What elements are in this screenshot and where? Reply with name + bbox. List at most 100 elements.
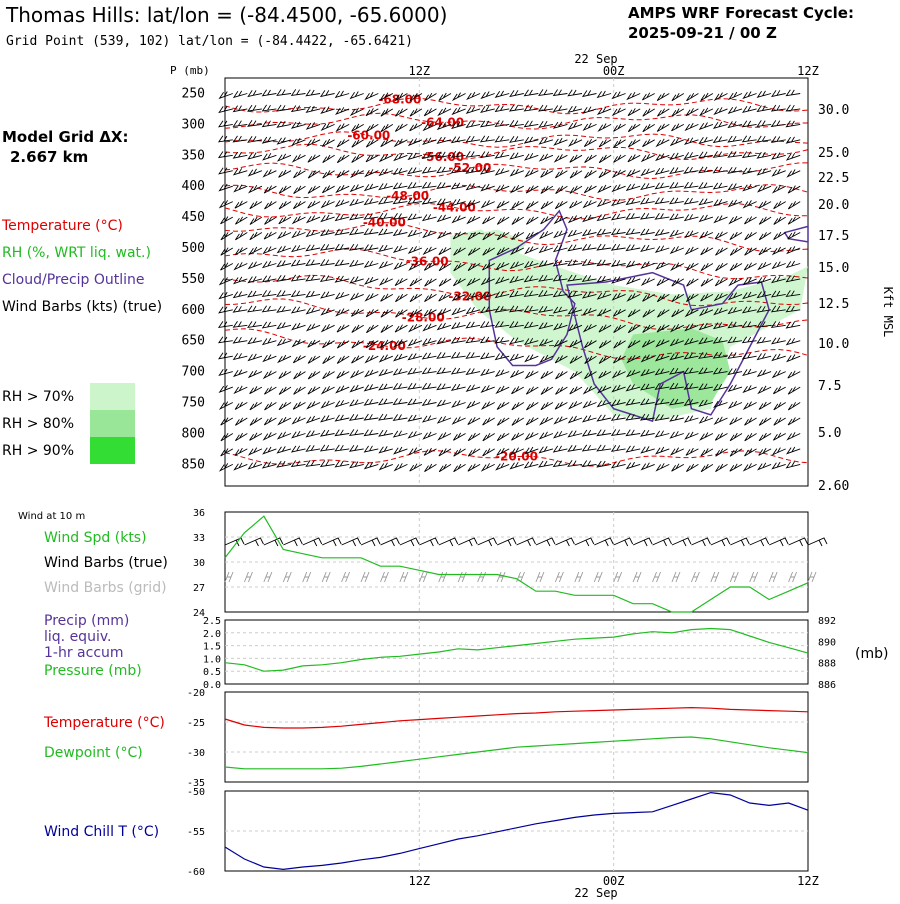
wind-barb — [247, 353, 263, 362]
wind-barb — [640, 153, 655, 163]
isotherm-line — [224, 203, 809, 220]
wind-barb — [742, 91, 757, 100]
wind-barb — [756, 168, 772, 176]
wind-barb — [261, 260, 277, 269]
wind-barb — [421, 399, 437, 406]
wind-barb — [669, 138, 684, 147]
wind-barb — [293, 371, 306, 380]
wind-barb — [610, 213, 626, 221]
wind-barb — [293, 185, 306, 194]
wind-barb — [451, 215, 466, 224]
isotherm-line — [224, 97, 809, 115]
wind-barb — [669, 367, 684, 375]
wind-barb — [351, 154, 364, 163]
wind-barb — [611, 198, 626, 207]
wind-barb — [742, 385, 757, 394]
wind-barb — [742, 277, 757, 286]
wind-barb — [712, 322, 728, 330]
wind-barb-grid — [710, 571, 720, 583]
wind-barb — [233, 262, 248, 271]
chill-tick-label: -55 — [187, 827, 205, 838]
wind-barb — [555, 185, 568, 194]
wind-barb — [290, 460, 306, 468]
wind-barb — [322, 355, 335, 364]
wind-barb — [421, 152, 437, 160]
pressure-tick-label: 450 — [182, 210, 205, 225]
wind-barb — [742, 463, 757, 472]
wind-barb-grid — [652, 571, 661, 583]
wind-barb — [523, 275, 539, 283]
wind-barb — [424, 463, 437, 472]
wind-barb — [770, 136, 786, 144]
wind-barb — [741, 306, 757, 314]
wind-barb — [378, 462, 393, 471]
wind-barb — [220, 448, 234, 457]
wind-barb — [758, 200, 772, 209]
wind-barb — [336, 340, 350, 349]
wind-barb — [508, 305, 524, 313]
wind-barb — [613, 154, 626, 163]
wind-barb — [482, 262, 495, 271]
wind-barb — [511, 231, 525, 241]
kft-tick-label: 30.0 — [818, 103, 849, 118]
wind-barb — [698, 198, 714, 206]
wind-barb — [756, 90, 772, 98]
wind-barb — [220, 216, 234, 225]
wind-barb — [407, 382, 422, 390]
wind-barb — [392, 212, 408, 220]
wind-barb — [610, 399, 626, 407]
wind-barb — [450, 166, 466, 174]
wind-barb-true — [671, 537, 692, 547]
wind-barb — [438, 278, 452, 287]
temperature-line — [224, 706, 809, 729]
wind-barb — [261, 120, 277, 128]
wind-barb — [351, 324, 364, 333]
isotherm-line — [224, 248, 809, 280]
wind-barb — [728, 215, 743, 225]
wind-barb — [727, 106, 743, 115]
wind-barb — [380, 139, 394, 148]
wind-barb-true — [244, 537, 264, 547]
wind-barb — [715, 448, 728, 457]
wind-barb — [640, 383, 655, 391]
wind-barb — [393, 138, 408, 148]
wind-barb — [567, 307, 583, 315]
wind-barb-grid — [321, 571, 331, 583]
wind-barb — [451, 107, 466, 116]
wind-barb — [683, 337, 699, 346]
wind-barb — [378, 398, 393, 406]
kft-tick-label: 22.5 — [818, 171, 849, 186]
wind-barb — [654, 212, 670, 220]
wind-barb — [465, 135, 481, 143]
wind-barb-true — [321, 537, 342, 547]
wind-barb — [553, 322, 568, 331]
wind-barb — [669, 181, 684, 189]
wind-barb — [770, 290, 786, 298]
wind-barb — [698, 166, 713, 174]
wind-barb — [290, 306, 306, 314]
wind-barb — [741, 105, 757, 114]
wind-barb — [232, 151, 248, 159]
wind-barb — [596, 444, 612, 452]
wind-barb — [713, 107, 728, 116]
wind-barb — [610, 445, 626, 452]
wind-barb — [727, 321, 743, 329]
wind-barb — [482, 247, 495, 256]
wind-barb — [450, 351, 466, 359]
wind-barb — [712, 182, 728, 190]
wind-barb — [567, 430, 583, 438]
wind-barb — [407, 138, 423, 147]
wind-barb — [727, 368, 743, 376]
wind-barb — [686, 278, 699, 287]
wind-barb — [217, 321, 233, 328]
wind-barb — [451, 198, 466, 207]
wind-barb — [627, 123, 641, 133]
wind-barb — [669, 152, 684, 161]
wind-barb — [569, 185, 583, 194]
wind-barb — [407, 353, 423, 361]
wind-barb-grid — [457, 571, 467, 583]
wind-barb — [683, 181, 699, 189]
wind-barb-grid — [807, 571, 817, 583]
wind-barb — [247, 369, 263, 379]
wind-barb — [378, 212, 393, 220]
